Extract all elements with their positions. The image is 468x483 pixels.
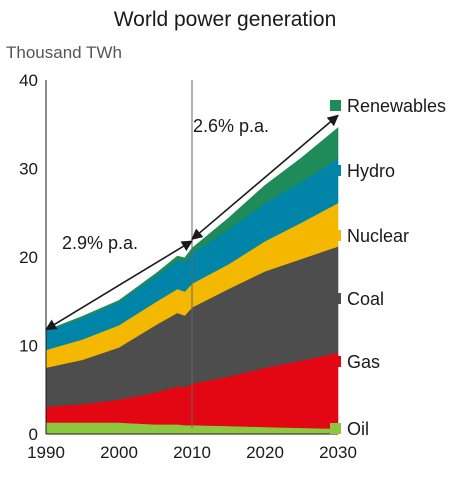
y-tick-label: 10 — [19, 337, 38, 356]
legend-swatch — [330, 165, 341, 176]
y-tick-label: 30 — [19, 160, 38, 179]
x-tick-label: 2030 — [319, 443, 357, 462]
legend-label: Gas — [347, 352, 380, 372]
growth-rate-label: 2.6% p.a. — [193, 116, 269, 136]
legend-swatch — [330, 356, 341, 367]
legend-swatch — [330, 230, 341, 241]
y-tick-label: 40 — [19, 71, 38, 90]
legend-label: Hydro — [347, 161, 395, 181]
legend-swatch — [330, 100, 341, 111]
legend-label: Coal — [347, 289, 384, 309]
y-axis-unit-label: Thousand TWh — [6, 43, 122, 62]
growth-rate-label: 2.9% p.a. — [62, 233, 138, 253]
legend-label: Renewables — [347, 96, 446, 116]
legend-label: Nuclear — [347, 226, 409, 246]
y-tick-label: 20 — [19, 248, 38, 267]
legend: Renewables Hydro Nuclear Coal Gas Oil — [330, 96, 446, 439]
legend-swatch — [330, 423, 341, 434]
legend-item-hydro: Hydro — [330, 161, 395, 181]
y-tick-label: 0 — [29, 425, 38, 444]
legend-swatch — [330, 293, 341, 304]
legend-item-renewables: Renewables — [330, 96, 446, 116]
x-tick-label: 2020 — [246, 443, 284, 462]
chart-title: World power generation — [114, 8, 337, 31]
legend-label: Oil — [347, 419, 369, 439]
legend-item-nuclear: Nuclear — [330, 226, 409, 246]
x-tick-label: 1990 — [27, 443, 65, 462]
x-tick-label: 2010 — [173, 443, 211, 462]
x-tick-label: 2000 — [100, 443, 138, 462]
